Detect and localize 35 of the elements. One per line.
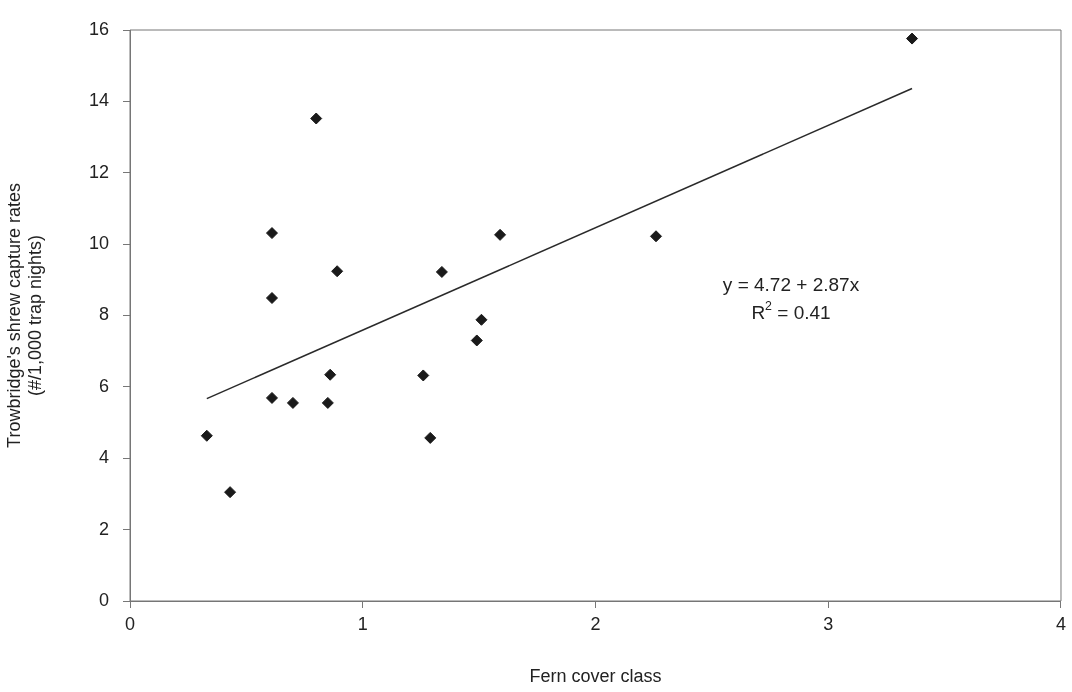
y-tick-label: 8 (98, 304, 109, 325)
y-tick-label: 12 (88, 161, 109, 182)
point (331, 265, 344, 278)
y-tick-label: 6 (98, 375, 109, 396)
point (324, 368, 337, 381)
point (417, 369, 430, 382)
y-tick-label: 14 (88, 90, 109, 111)
point (494, 228, 507, 241)
y-tick-label: 4 (98, 447, 109, 468)
x-tick-label: 2 (590, 613, 601, 634)
point (224, 486, 237, 499)
point (475, 313, 488, 326)
point (265, 227, 278, 240)
y-tick-label: 2 (98, 518, 109, 539)
point (321, 396, 334, 409)
annotation: y = 4.72 + 2.87x (722, 274, 860, 296)
point (265, 292, 278, 305)
point (286, 396, 299, 409)
y-axis-title: Trowbridge's shrew capture rates (#/1,000 trap nights) (3, 183, 46, 448)
x-tick-label: 0 (124, 613, 136, 634)
point (650, 230, 663, 243)
y-tick-label: 16 (88, 18, 109, 39)
point (200, 429, 213, 442)
point (310, 112, 323, 125)
x-tick-label: 3 (823, 613, 834, 634)
y-tick-label: 10 (88, 233, 109, 254)
point (470, 334, 483, 347)
point (265, 391, 278, 404)
point (424, 431, 437, 444)
x-tick-label: 4 (1055, 613, 1066, 634)
point (435, 265, 448, 278)
point (906, 32, 919, 45)
y-tick-label: 0 (98, 589, 109, 610)
x-axis-title: Fern cover class (529, 666, 662, 687)
x-tick-label: 1 (357, 613, 368, 634)
